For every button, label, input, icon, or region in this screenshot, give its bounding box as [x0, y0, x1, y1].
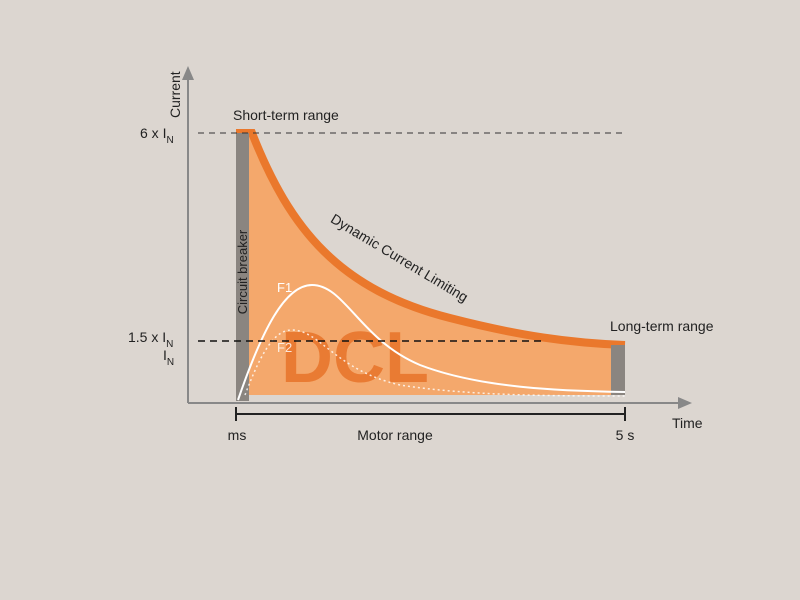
start-label: ms — [228, 427, 247, 443]
motor-range-label: Motor range — [357, 427, 433, 443]
end-label: 5 s — [616, 427, 635, 443]
level-main: I — [163, 347, 167, 363]
level-sub: N — [166, 339, 173, 350]
f1-label: F1 — [277, 280, 292, 295]
level-sub: N — [166, 135, 173, 146]
y-arrow — [182, 66, 194, 80]
breaker-label: Circuit breaker — [235, 229, 250, 314]
short-term-label: Short-term range — [233, 107, 339, 123]
f2-curve — [244, 329, 626, 397]
level-sub: N — [167, 357, 174, 368]
long-term-label: Long-term range — [610, 318, 714, 334]
dcl-curve — [236, 129, 626, 349]
level-label: 6 x IN — [140, 125, 174, 146]
breaker-bar — [236, 133, 249, 401]
long-term-bar — [611, 345, 625, 395]
dcl-area — [236, 133, 625, 395]
y-axis-label: Current — [167, 71, 183, 118]
level-main: 1.5 x I — [128, 329, 166, 345]
f1-curve — [237, 283, 626, 401]
x-arrow — [678, 397, 692, 409]
f2-label: F2 — [277, 340, 292, 355]
level-main: 6 x I — [140, 125, 166, 141]
level-label: IN — [163, 347, 174, 368]
x-axis-label: Time — [672, 415, 703, 431]
level-label: 1.5 x IN — [128, 329, 173, 350]
